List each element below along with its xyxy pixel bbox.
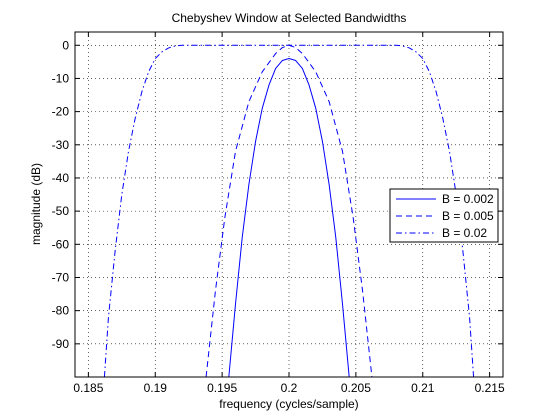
- y-tick-label: -40: [52, 171, 70, 185]
- y-tick-label: -80: [52, 304, 70, 318]
- x-axis-label: frequency (cycles/sample): [219, 397, 358, 411]
- series-layer: [103, 44, 475, 377]
- y-tick-label: -70: [52, 270, 70, 284]
- y-tick-label: 0: [62, 38, 69, 52]
- y-tick-label: -90: [52, 337, 70, 351]
- x-tick-label: 0.19: [144, 381, 168, 395]
- y-axis-label: magnitude (dB): [29, 163, 43, 245]
- x-tick-label: 0.205: [341, 381, 371, 395]
- y-tick-label: -30: [52, 138, 70, 152]
- y-tick-label: -60: [52, 237, 70, 251]
- x-tick-label: 0.195: [207, 381, 237, 395]
- x-tick-labels: 0.185 0.19 0.195 0.2 0.205 0.21 0.215: [73, 381, 505, 395]
- y-tick-label: -10: [52, 71, 70, 85]
- legend-label-b002: B = 0.02: [442, 226, 487, 240]
- y-tick-label: -50: [52, 204, 70, 218]
- series-line-b0002: [228, 58, 350, 377]
- y-tick-label: -20: [52, 105, 70, 119]
- x-tick-label: 0.185: [73, 381, 103, 395]
- ticks: [75, 32, 503, 377]
- series-line-b002: [103, 44, 475, 377]
- legend-label-b0005: B = 0.005: [442, 209, 494, 223]
- legend-label-b0002: B = 0.002: [442, 192, 494, 206]
- x-tick-label: 0.2: [281, 381, 298, 395]
- x-tick-label: 0.215: [475, 381, 505, 395]
- y-tick-labels: 0 -10 -20 -30 -40 -50 -60 -70 -80 -90: [52, 38, 70, 351]
- x-tick-label: 0.21: [411, 381, 435, 395]
- chart-title: Chebyshev Window at Selected Bandwidths: [172, 11, 407, 25]
- legend: B = 0.002 B = 0.005 B = 0.02: [389, 188, 499, 243]
